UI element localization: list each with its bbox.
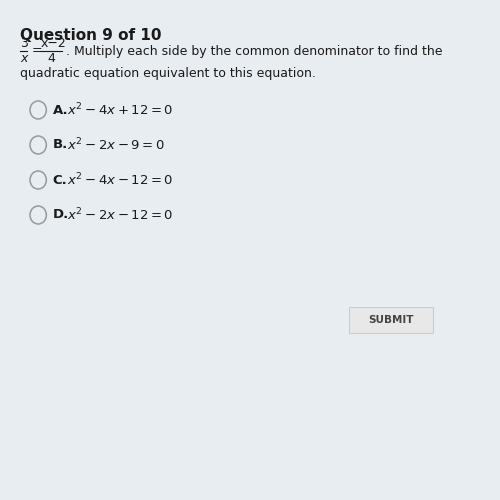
Text: 4: 4	[48, 52, 55, 65]
FancyBboxPatch shape	[349, 307, 432, 333]
Text: . Multiply each side by the common denominator to find the: . Multiply each side by the common denom…	[66, 44, 443, 58]
Text: B.: B.	[52, 138, 68, 151]
Text: $x^2 - 2x - 12 = 0$: $x^2 - 2x - 12 = 0$	[68, 206, 174, 224]
Text: D.: D.	[52, 208, 69, 222]
Text: SUBMIT: SUBMIT	[368, 315, 414, 325]
Text: x: x	[20, 52, 28, 65]
Text: 3: 3	[20, 37, 28, 50]
Text: $x^2 - 2x - 9 = 0$: $x^2 - 2x - 9 = 0$	[68, 136, 166, 154]
Text: $x^2 - 4x - 12 = 0$: $x^2 - 4x - 12 = 0$	[68, 172, 174, 188]
Text: A.: A.	[52, 104, 68, 117]
Text: x−2: x−2	[41, 37, 66, 50]
Text: $x^2 - 4x + 12 = 0$: $x^2 - 4x + 12 = 0$	[68, 102, 174, 118]
Text: =: =	[32, 44, 42, 58]
Text: quadratic equation equivalent to this equation.: quadratic equation equivalent to this eq…	[20, 67, 316, 80]
Text: C.: C.	[52, 174, 68, 186]
Text: Question 9 of 10: Question 9 of 10	[20, 28, 162, 43]
